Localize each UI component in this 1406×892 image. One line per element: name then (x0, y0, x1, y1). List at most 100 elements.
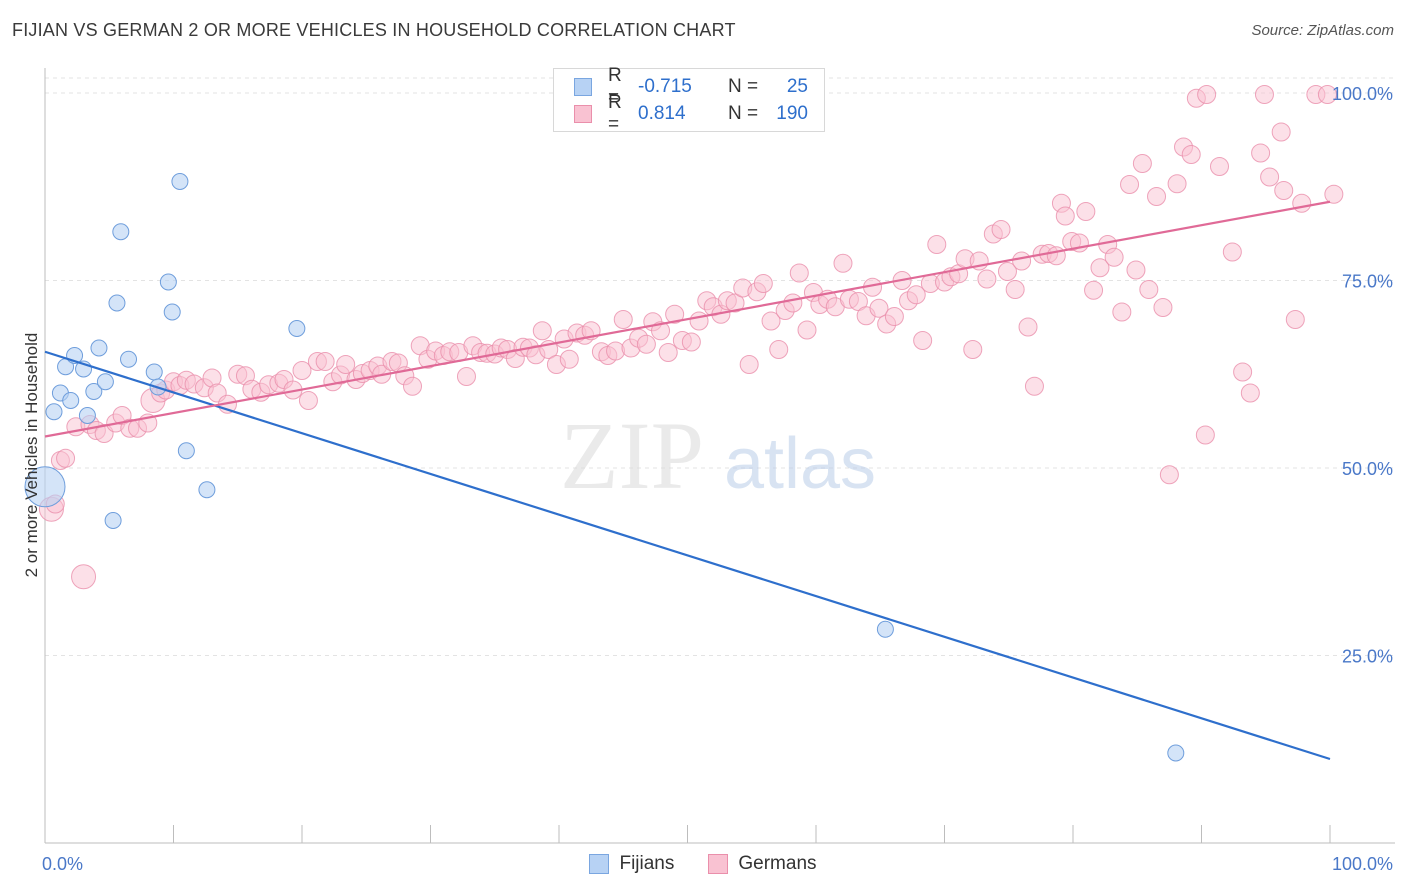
german-point (789, 263, 809, 283)
german-point (1209, 157, 1229, 176)
german-point (665, 304, 685, 324)
german-point (1181, 145, 1201, 164)
n-label: N = (728, 76, 759, 97)
legend-item-fijians[interactable]: Fijians (589, 853, 674, 875)
german-point (725, 293, 745, 313)
fijian-point (171, 173, 189, 190)
fijians-legend-label: Fijians (619, 853, 675, 874)
german-point (651, 321, 671, 341)
german-point (315, 352, 335, 371)
german-point (456, 367, 476, 386)
german-point (913, 331, 933, 350)
y-tick-label: 25.0% (1342, 647, 1393, 667)
german-point (636, 334, 656, 354)
german-point (613, 310, 633, 329)
fijian-point (1167, 744, 1185, 762)
fijians-r-value: -0.715 (638, 76, 692, 97)
german-point (71, 564, 97, 590)
german-point (1159, 465, 1179, 485)
x-tick-label: 0.0% (42, 854, 83, 874)
fijian-point (104, 512, 122, 529)
fijian-point (120, 350, 138, 368)
german-point (658, 343, 678, 362)
germans-legend-swatch (708, 854, 729, 874)
fijian-point (108, 294, 126, 312)
legend-item-germans[interactable]: Germans (708, 853, 817, 875)
german-point (1104, 247, 1124, 267)
german-point (1197, 85, 1217, 104)
german-point (1317, 85, 1337, 104)
german-trendline (44, 200, 1331, 438)
german-point (739, 355, 759, 374)
german-point (1090, 258, 1110, 278)
fijian-point (163, 303, 181, 321)
german-points (38, 85, 1344, 590)
german-point (1240, 383, 1260, 403)
german-point (1024, 376, 1044, 396)
series-legend: Fijians Germans (0, 852, 1406, 876)
germans-legend-label: Germans (738, 853, 817, 874)
german-point (1005, 280, 1025, 299)
german-point (559, 349, 579, 369)
r-label: R = (608, 92, 622, 135)
german-point (56, 448, 76, 468)
y-axis-label: 2 or more Vehicles in Household (22, 332, 41, 578)
german-point (1260, 167, 1280, 187)
german-point (1292, 193, 1312, 213)
y-tick-label: 100.0% (1332, 84, 1393, 104)
fijian-point (177, 442, 195, 460)
german-point (532, 321, 552, 341)
german-point (997, 262, 1017, 281)
x-tick-label: 100.0% (1332, 854, 1393, 874)
german-point (1076, 202, 1096, 221)
axes (44, 68, 1395, 844)
german-point (1139, 280, 1159, 299)
german-point (869, 298, 889, 318)
german-point (689, 311, 709, 331)
german-point (1084, 280, 1104, 300)
fijian-point (90, 339, 108, 357)
german-point (797, 320, 817, 340)
germans-r-value: 0.814 (638, 103, 686, 124)
german-point (1132, 154, 1152, 173)
german-point (906, 285, 926, 305)
german-point (769, 340, 789, 359)
german-point (833, 253, 853, 273)
german-point (963, 340, 983, 359)
fijian-points (24, 173, 1185, 762)
german-point (336, 355, 356, 374)
german-point (606, 341, 626, 361)
watermark-atlas: atlas (724, 424, 876, 504)
fijian-point (62, 392, 80, 409)
y-tick-label: 75.0% (1342, 272, 1393, 292)
german-point (977, 269, 997, 289)
trendlines (44, 200, 1331, 761)
watermark: ZIP atlas (560, 402, 876, 509)
german-point (292, 361, 312, 380)
tick-labels: 25.0% 50.0% 75.0% 100.0% 0.0% 100.0% (42, 84, 1393, 874)
german-point (681, 332, 701, 352)
german-point (1055, 206, 1075, 226)
fijian-point (45, 403, 63, 421)
german-point (1324, 184, 1344, 204)
german-point (1195, 425, 1215, 445)
r-label: R = (608, 65, 622, 108)
german-point (927, 235, 947, 254)
german-point (1271, 122, 1291, 142)
german-point (1153, 298, 1173, 317)
fijian-trendline (44, 350, 1331, 761)
fijian-point (78, 407, 96, 424)
german-point (1251, 143, 1271, 163)
legend-row-germans: R = 0.814 N = 190 (574, 92, 808, 135)
fijian-point (85, 383, 103, 400)
german-point (1018, 317, 1038, 337)
germans-n-value: 190 (776, 103, 808, 124)
fijian-point (96, 373, 114, 391)
germans-swatch (574, 105, 592, 123)
watermark-zip: ZIP (560, 402, 704, 509)
fijians-swatch (574, 78, 592, 96)
german-point (1120, 175, 1140, 194)
german-point (1285, 310, 1305, 329)
fijian-point (112, 223, 130, 241)
